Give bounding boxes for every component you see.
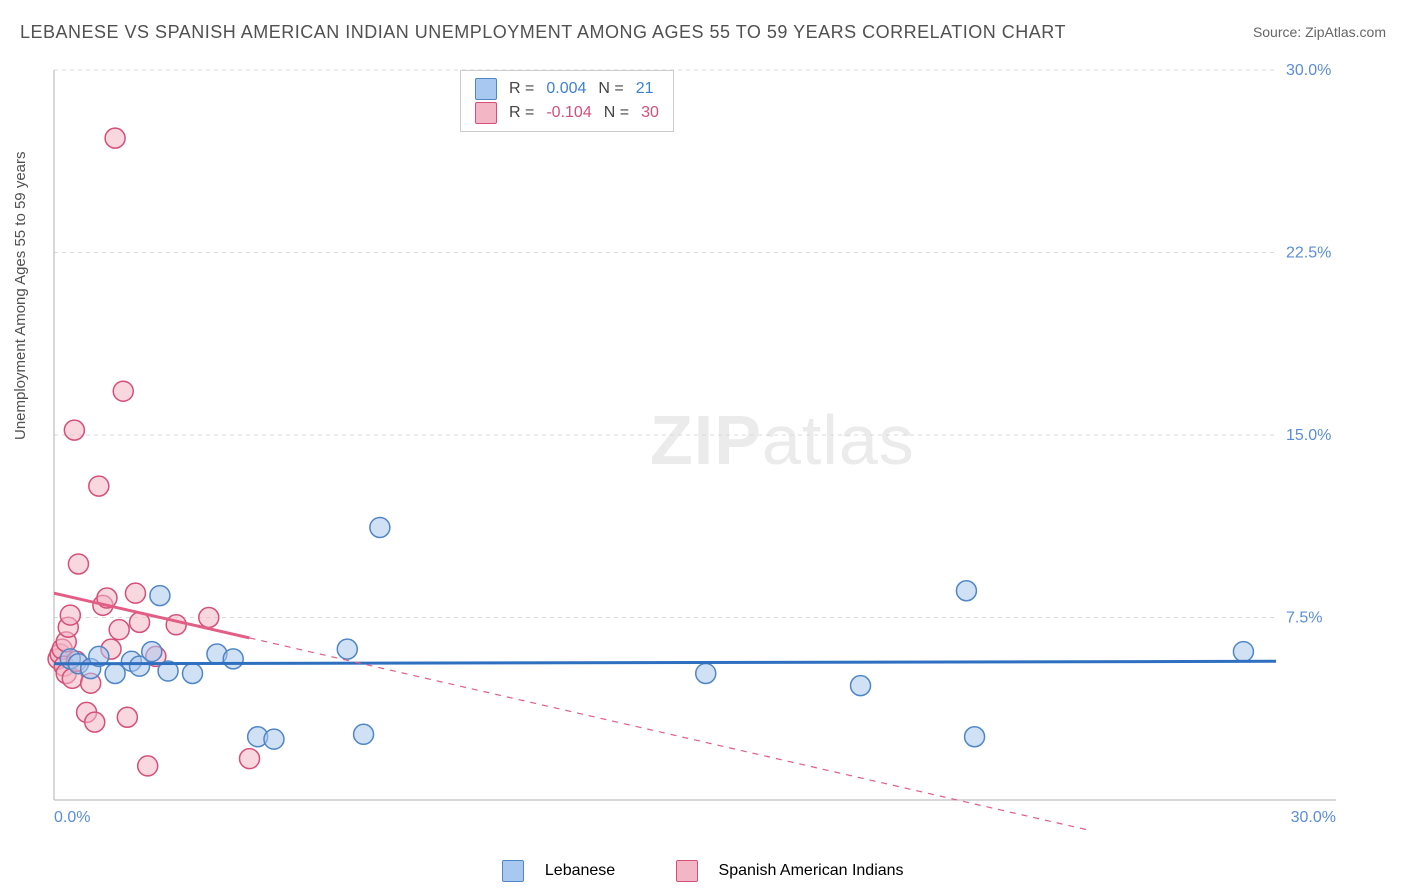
swatch-icon <box>676 860 698 882</box>
series-label: Lebanese <box>545 862 615 879</box>
n-value: 30 <box>641 104 659 122</box>
scatter-plot: 7.5% 15.0% 22.5% 30.0% 0.0% 30.0% <box>46 60 1346 830</box>
stats-row-lebanese: R = 0.004 N = 21 <box>475 77 659 101</box>
swatch-icon <box>475 102 497 124</box>
n-label: N = <box>598 80 623 98</box>
source-name: ZipAtlas.com <box>1305 24 1386 40</box>
svg-text:30.0%: 30.0% <box>1291 809 1336 826</box>
n-label: N = <box>604 104 629 122</box>
swatch-icon <box>502 860 524 882</box>
r-value: 0.004 <box>546 80 586 98</box>
y-axis-label: Unemployment Among Ages 55 to 59 years <box>12 151 29 440</box>
series-legend: Lebanese Spanish American Indians <box>0 860 1406 882</box>
svg-text:22.5%: 22.5% <box>1286 245 1331 262</box>
svg-text:15.0%: 15.0% <box>1286 427 1331 444</box>
r-label: R = <box>509 104 534 122</box>
svg-text:0.0%: 0.0% <box>54 809 90 826</box>
stats-legend: R = 0.004 N = 21 R = -0.104 N = 30 <box>460 70 674 132</box>
source-prefix: Source: <box>1253 24 1305 40</box>
swatch-icon <box>475 78 497 100</box>
n-value: 21 <box>636 80 654 98</box>
svg-text:30.0%: 30.0% <box>1286 62 1331 79</box>
series-label: Spanish American Indians <box>719 862 904 879</box>
chart-title: LEBANESE VS SPANISH AMERICAN INDIAN UNEM… <box>20 22 1066 43</box>
r-value: -0.104 <box>546 104 591 122</box>
r-label: R = <box>509 80 534 98</box>
svg-text:7.5%: 7.5% <box>1286 610 1322 627</box>
source-credit: Source: ZipAtlas.com <box>1253 24 1386 40</box>
stats-row-spanish: R = -0.104 N = 30 <box>475 101 659 125</box>
